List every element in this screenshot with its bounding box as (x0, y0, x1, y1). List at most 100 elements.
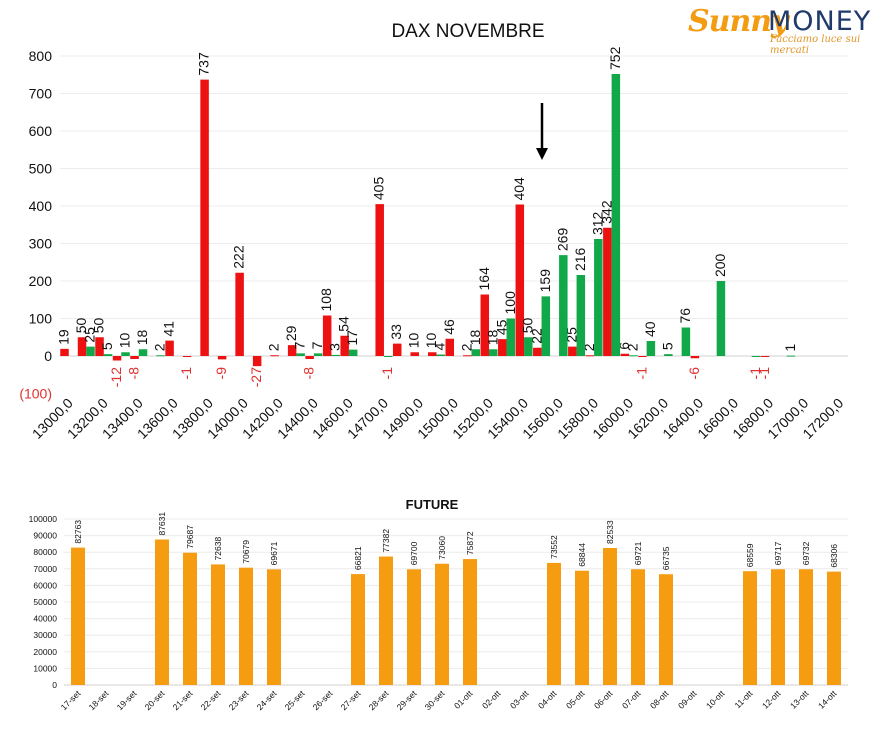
put-bar (427, 352, 437, 356)
future-x-tick-label: 20-set (143, 688, 167, 712)
data-label: 33 (388, 324, 404, 340)
call-bar (436, 354, 445, 356)
put-bar (112, 356, 122, 361)
future-bar (743, 571, 757, 685)
future-bar (659, 574, 673, 685)
future-bar (267, 569, 281, 685)
call-bar (594, 239, 603, 356)
future-title: FUTURE (406, 497, 459, 512)
put-bar (200, 79, 209, 356)
call-bar (103, 354, 113, 356)
call-bar (559, 255, 568, 356)
put-bar (445, 338, 454, 356)
future-bar (351, 574, 365, 685)
future-x-tick-label: 04-ott (536, 688, 559, 711)
data-label: 200 (712, 253, 728, 277)
data-label: -1 (747, 367, 763, 380)
chart-title: DAX NOVEMBRE (391, 21, 544, 42)
future-x-tick-label: 07-ott (620, 688, 643, 711)
y-tick-label: 800 (29, 48, 53, 64)
call-bar (489, 349, 498, 356)
logo-tagline: Facciamo luce sui mercati (770, 34, 861, 56)
data-label: 312 (589, 211, 605, 235)
call-bar (86, 346, 95, 356)
put-bar (340, 335, 349, 356)
future-x-tick-label: 10-ott (704, 688, 727, 711)
future-x-tick-label: 13-ott (788, 688, 811, 711)
future-bar (407, 569, 421, 685)
data-label: 1 (782, 344, 798, 352)
put-bar (480, 294, 490, 356)
put-bar (638, 356, 647, 357)
future-bar (771, 569, 785, 685)
put-bar (533, 347, 542, 356)
data-label: 7 (309, 341, 325, 349)
data-label: 29 (283, 325, 299, 341)
data-label: 50 (519, 317, 535, 333)
future-data-label: 73552 (549, 535, 559, 559)
data-label: -6 (686, 367, 702, 380)
y-tick-label: 70000 (33, 564, 57, 574)
future-x-tick-label: 28-set (367, 688, 391, 712)
data-label: 54 (336, 316, 352, 332)
data-label: -8 (126, 367, 142, 380)
data-label: -1 (756, 367, 772, 380)
data-label: 50 (91, 317, 107, 333)
y-tick-label: 0 (44, 348, 52, 364)
future-bar (827, 571, 841, 685)
data-label: 17 (344, 330, 360, 346)
logo-money: MONEY (768, 6, 872, 37)
y-tick-label: 90000 (33, 531, 57, 541)
future-data-label: 66735 (661, 546, 671, 570)
data-label: 2 (458, 343, 474, 351)
data-label: -27 (248, 367, 264, 387)
future-data-label: 68306 (829, 544, 839, 568)
data-label: 159 (537, 269, 553, 293)
future-x-tick-label: 18-set (87, 688, 111, 712)
future-data-label: 69671 (269, 541, 279, 565)
future-data-label: 82763 (73, 520, 83, 544)
call-bar (681, 327, 691, 356)
future-data-label: 68844 (577, 543, 587, 567)
put-bar (392, 343, 402, 356)
data-label: 164 (476, 267, 492, 291)
put-bar (77, 337, 87, 356)
y-tick-label: 600 (29, 123, 53, 139)
future-bar (799, 569, 813, 685)
put-bar (322, 315, 332, 356)
future-x-tick-label: 23-set (227, 688, 251, 712)
data-label: -1 (178, 367, 194, 380)
call-bar (541, 296, 551, 356)
put-bar (217, 356, 227, 360)
y-tick-label: 500 (29, 161, 53, 177)
future-volume-chart: FUTURE 0 10000 20000 30000 40000 50000 60000 700… (29, 497, 848, 712)
future-x-tick-label: 19-set (115, 688, 139, 712)
call-bar (664, 354, 673, 356)
future-bar (547, 562, 561, 685)
data-label: 18 (467, 329, 483, 345)
data-label: 10 (423, 332, 439, 348)
call-bar (629, 355, 638, 357)
future-bar (211, 564, 225, 685)
call-bar (156, 355, 165, 357)
data-label: 4 (432, 343, 448, 351)
data-label: 19 (56, 329, 72, 345)
put-bar (603, 227, 612, 356)
data-label: -12 (108, 367, 124, 387)
data-label: 25 (82, 327, 98, 343)
future-x-tick-label: 09-ott (676, 688, 699, 711)
call-bar (471, 349, 481, 356)
put-bar (287, 345, 297, 356)
future-data-label: 75872 (465, 531, 475, 555)
y-tick-label: 300 (29, 236, 53, 252)
future-data-label: 69732 (801, 541, 811, 565)
data-label: 405 (371, 177, 387, 201)
call-bar (348, 349, 358, 356)
data-label: 404 (511, 177, 527, 201)
y-tick-label: 10000 (33, 663, 57, 673)
future-bar (631, 569, 645, 685)
future-bar (463, 559, 477, 685)
future-x-tick-label: 11-ott (732, 688, 754, 710)
future-bar (183, 552, 197, 685)
call-bar (751, 356, 761, 357)
